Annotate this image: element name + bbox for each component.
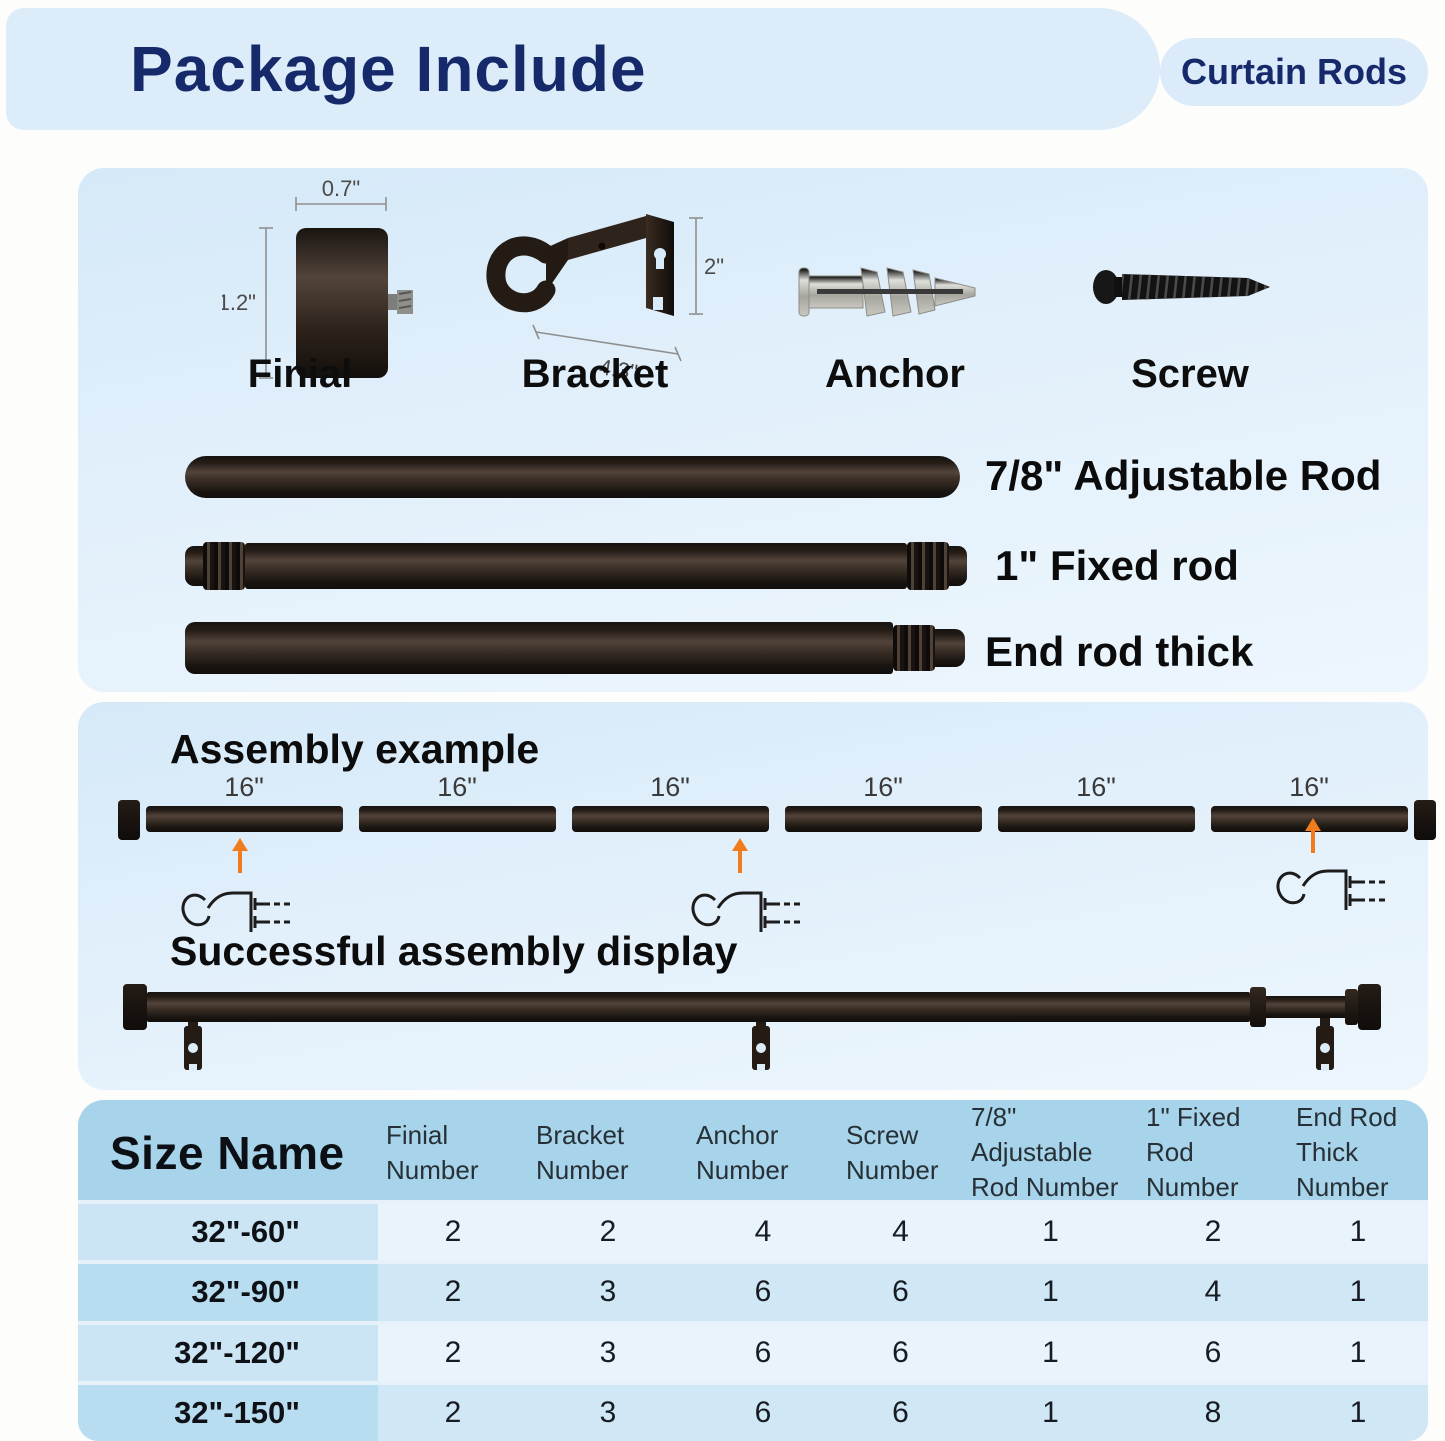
value-cell: 2 — [378, 1264, 528, 1321]
bracket-position-arrow — [732, 838, 748, 873]
value-cell: 1 — [1288, 1264, 1428, 1321]
end-rod-label: End rod thick — [985, 628, 1254, 675]
column-header: Screw Number — [846, 1119, 939, 1185]
bracket-label: Bracket — [521, 352, 669, 396]
finial-width-dim: 0.7" — [322, 180, 360, 201]
value-cell: 2 — [378, 1204, 528, 1261]
table-row: 32"-90" 2 3 6 6 1 4 1 — [78, 1264, 1428, 1321]
segment-length-label: 16" — [1076, 772, 1116, 802]
bracket-image: 2" 4.3" — [486, 214, 724, 385]
anchor-label: Anchor — [825, 352, 965, 396]
value-cell: 6 — [1138, 1324, 1288, 1381]
size-cell: 32"-90" — [78, 1264, 378, 1321]
bracket-diagram-icon — [181, 891, 290, 932]
package-table: Size Name Finial Number Bracket Number Anc… — [78, 1100, 1428, 1441]
assembly-panel — [78, 702, 1428, 1090]
rod-segment — [572, 806, 769, 832]
size-cell: 32"-60" — [78, 1204, 378, 1261]
success-title: Successful assembly display — [170, 928, 738, 974]
bracket-length-dim: 4.3" — [597, 354, 639, 385]
value-cell: 6 — [838, 1384, 963, 1441]
value-cell: 3 — [528, 1264, 688, 1321]
mounted-bracket — [1316, 1012, 1334, 1071]
column-header: Finial Number — [386, 1119, 479, 1185]
header-bar: Package Include — [6, 8, 1160, 130]
value-cell: 2 — [1138, 1204, 1288, 1261]
rod-end-cap — [1414, 800, 1436, 840]
assembled-rod-thick — [147, 992, 1250, 1022]
screw-image — [1093, 270, 1270, 304]
column-header: Bracket Number — [536, 1119, 629, 1185]
assembled-rod-finial — [1358, 984, 1381, 1030]
table-row: 32"-60" 2 2 4 4 1 2 1 — [78, 1204, 1428, 1261]
product-badge: Curtain Rods — [1160, 38, 1428, 106]
value-cell: 1 — [963, 1264, 1138, 1321]
value-cell: 1 — [963, 1384, 1138, 1441]
page-title: Package Include — [130, 33, 647, 105]
value-cell: 2 — [528, 1204, 688, 1261]
value-cell: 3 — [528, 1384, 688, 1441]
finial-image: 0.7" 1.2" — [222, 180, 413, 379]
value-cell: 6 — [688, 1384, 838, 1441]
assembly-title: Assembly example — [170, 726, 540, 772]
value-cell: 2 — [378, 1384, 528, 1441]
assembled-rod-thin — [1266, 996, 1345, 1018]
bracket-position-arrow — [232, 838, 248, 873]
value-cell: 4 — [688, 1204, 838, 1261]
rod-segment — [146, 806, 343, 832]
segment-length-label: 16" — [1289, 772, 1329, 802]
screw-label: Screw — [1131, 352, 1249, 396]
finial-label: Finial — [247, 352, 353, 396]
value-cell: 1 — [1288, 1384, 1428, 1441]
value-cell: 6 — [688, 1324, 838, 1381]
column-header: End Rod Thick Number — [1296, 1102, 1398, 1203]
adjustable-rod-image — [185, 456, 960, 498]
table-header-row: Size Name Finial Number Bracket Number Anc… — [78, 1100, 1428, 1202]
value-cell: 1 — [963, 1204, 1138, 1261]
anchor-image — [798, 267, 976, 317]
segment-length-label: 16" — [863, 772, 903, 802]
assembled-rod-joint — [1345, 989, 1358, 1025]
bracket-diagram-icon — [1276, 869, 1385, 910]
rod-segment — [359, 806, 556, 832]
end-rod-image — [185, 622, 965, 674]
bracket-position-arrow — [1305, 818, 1321, 853]
value-cell: 4 — [1138, 1264, 1288, 1321]
value-cell: 3 — [528, 1324, 688, 1381]
segment-length-label: 16" — [437, 772, 477, 802]
mounted-bracket — [184, 1012, 202, 1071]
value-cell: 6 — [688, 1264, 838, 1321]
size-cell: 32"-150" — [78, 1384, 378, 1441]
bracket-height-dim: 2" — [704, 254, 724, 279]
value-cell: 6 — [838, 1324, 963, 1381]
size-cell: 32"-120" — [78, 1324, 378, 1381]
fixed-rod-label: 1" Fixed rod — [995, 542, 1239, 589]
bracket-diagram-icon — [691, 891, 800, 932]
value-cell: 6 — [838, 1264, 963, 1321]
mounted-bracket — [752, 1012, 770, 1071]
rod-end-cap — [118, 800, 140, 840]
column-header: 1" Fixed Rod Number — [1146, 1102, 1241, 1203]
value-cell: 1 — [963, 1324, 1138, 1381]
column-header: Anchor Number — [696, 1119, 789, 1185]
segment-length-label: 16" — [650, 772, 690, 802]
value-cell: 8 — [1138, 1384, 1288, 1441]
column-header: 7/8" Adjustable Rod Number — [971, 1102, 1119, 1203]
table-row: 32"-120" 2 3 6 6 1 6 1 — [78, 1324, 1428, 1381]
rod-segment — [998, 806, 1195, 832]
value-cell: 1 — [1288, 1204, 1428, 1261]
value-cell: 4 — [838, 1204, 963, 1261]
adjustable-rod-label: 7/8" Adjustable Rod — [985, 452, 1382, 499]
column-header-size: Size Name — [110, 1126, 345, 1179]
segment-length-label: 16" — [224, 772, 264, 802]
assembled-rod-joint — [1250, 987, 1266, 1027]
fixed-rod-image — [185, 542, 967, 590]
assembled-rod-finial — [123, 984, 147, 1030]
value-cell: 2 — [378, 1324, 528, 1381]
table-row: 32"-150" 2 3 6 6 1 8 1 — [78, 1384, 1428, 1441]
rod-segment — [785, 806, 982, 832]
value-cell: 1 — [1288, 1324, 1428, 1381]
finial-height-dim: 1.2" — [222, 290, 256, 315]
